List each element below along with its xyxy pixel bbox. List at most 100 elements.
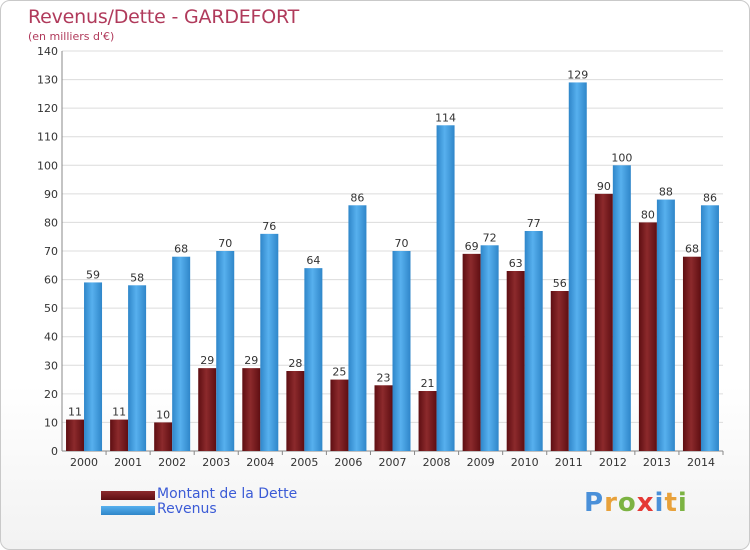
bar-revenue [656, 199, 675, 451]
data-label: 114 [435, 111, 456, 124]
data-label: 29 [244, 354, 258, 367]
bar-debt [594, 193, 613, 451]
y-tick-label: 30 [44, 359, 58, 372]
x-tick-label: 2010 [511, 456, 539, 469]
axes: 0 10 20 30 40 50 60 70 80 90 100 110 120 130 140 2000 20… [37, 45, 724, 469]
legend-swatch-revenue [101, 506, 155, 515]
y-tick-label: 90 [44, 188, 58, 201]
y-tick-label: 70 [44, 245, 58, 258]
y-tick-label: 140 [37, 45, 58, 58]
data-label: 80 [641, 208, 655, 221]
bar-revenue [700, 205, 719, 451]
logo-letter: i [654, 488, 665, 518]
bar-debt [330, 379, 349, 451]
bar-debt [638, 222, 657, 451]
y-tick-label: 10 [44, 416, 58, 429]
data-label: 25 [332, 366, 346, 379]
x-tick-label: 2009 [467, 456, 495, 469]
bar-debt [286, 371, 305, 451]
y-tick-label: 120 [37, 102, 58, 115]
proxiti-logo: Proxiti [584, 488, 688, 518]
data-label: 10 [156, 408, 170, 421]
bar-debt [110, 419, 129, 451]
y-tick-label: 40 [44, 331, 58, 344]
bar-debt [506, 271, 525, 451]
x-tick-label: 2011 [555, 456, 583, 469]
bar-debt [462, 253, 481, 451]
legend-label-debt: Montant de la Dette [157, 486, 298, 502]
data-label: 11 [68, 406, 82, 419]
y-tick-label: 0 [51, 445, 58, 458]
x-tick-label: 2000 [70, 456, 98, 469]
value-labels: 11 59 11 58 10 68 29 70 29 76 28 64 25 86 23 70 21 114 69 7… [68, 68, 717, 421]
x-tick-label: 2005 [290, 456, 318, 469]
bar-revenue [524, 231, 543, 451]
x-tick-label: 2012 [599, 456, 627, 469]
bar-revenue [128, 285, 147, 451]
bar-revenue [436, 125, 455, 452]
logo-letter: o [617, 488, 637, 518]
y-tick-label: 130 [37, 74, 58, 87]
data-label: 129 [567, 68, 588, 81]
chart-subtitle: (en milliers d'€) [28, 30, 115, 43]
data-label: 76 [262, 220, 276, 233]
data-label: 28 [288, 357, 302, 370]
data-label: 86 [350, 191, 364, 204]
data-label: 72 [483, 231, 497, 244]
data-label: 69 [465, 240, 479, 253]
logo-letter: r [604, 488, 618, 518]
data-label: 23 [377, 371, 391, 384]
bar-debt [66, 419, 85, 451]
data-label: 56 [553, 277, 567, 290]
x-tick-label: 2004 [246, 456, 274, 469]
bar-debt [242, 368, 261, 451]
x-tick-label: 2013 [643, 456, 671, 469]
chart-title: Revenus/Dette - GARDEFORT [28, 6, 300, 28]
x-tick-label: 2006 [334, 456, 362, 469]
bar-revenue [216, 251, 235, 451]
bar-debt [418, 391, 437, 451]
bar-debt [682, 256, 701, 451]
x-tick-label: 2008 [423, 456, 451, 469]
x-tick-label: 2002 [158, 456, 186, 469]
legend-label-revenue: Revenus [157, 501, 217, 517]
bar-revenue [392, 251, 411, 451]
bar-revenue [348, 205, 367, 451]
data-label: 100 [611, 151, 632, 164]
bar-revenue [480, 245, 499, 451]
bar-revenue [260, 233, 279, 451]
data-label: 88 [659, 186, 673, 199]
bar-revenue [84, 282, 103, 451]
y-tick-label: 110 [37, 131, 58, 144]
bar-debt [198, 368, 217, 451]
legend-swatch-debt [101, 491, 155, 500]
y-tick-label: 60 [44, 274, 58, 287]
data-label: 70 [218, 237, 232, 250]
y-tick-label: 80 [44, 216, 58, 229]
logo-letter: x [636, 488, 655, 518]
data-label: 90 [597, 180, 611, 193]
bar-revenue [612, 165, 631, 452]
bar-revenue [568, 82, 587, 451]
x-tick-label: 2014 [687, 456, 715, 469]
x-tick-label: 2007 [379, 456, 407, 469]
y-tick-label: 50 [44, 302, 58, 315]
data-label: 29 [200, 354, 214, 367]
logo-letter: P [584, 488, 605, 518]
data-label: 68 [174, 243, 188, 256]
bar-debt [154, 422, 173, 451]
logo-letter: t [664, 488, 678, 518]
data-label: 63 [509, 257, 523, 270]
data-label: 59 [86, 268, 100, 281]
data-label: 64 [306, 254, 320, 267]
data-label: 21 [421, 377, 435, 390]
x-tick-label: 2003 [202, 456, 230, 469]
data-label: 70 [395, 237, 409, 250]
logo-letter: i [677, 488, 688, 518]
y-tick-label: 20 [44, 388, 58, 401]
bar-debt [550, 291, 569, 451]
bars [66, 82, 719, 452]
y-tick-label: 100 [37, 159, 58, 172]
